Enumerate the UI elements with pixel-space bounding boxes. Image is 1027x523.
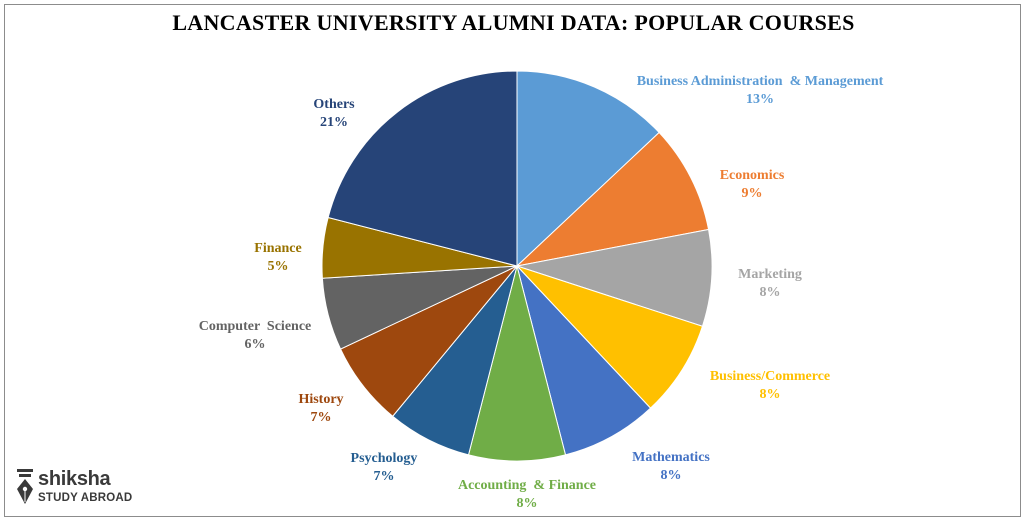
slice-value-label: 5% xyxy=(268,259,289,274)
slice-category-label: Others xyxy=(313,97,355,112)
pie-slice xyxy=(516,265,652,456)
slice-category-label: Accounting & Finance xyxy=(458,478,596,493)
slice-category-label: History xyxy=(298,392,343,407)
slice-value-label: 21% xyxy=(320,115,348,130)
pie-slice xyxy=(516,70,660,268)
slice-value-label: 8% xyxy=(760,285,781,300)
pie-slice xyxy=(515,131,710,267)
slice-category-label: Psychology xyxy=(351,451,418,466)
pie-slice xyxy=(327,70,518,267)
pie-slice xyxy=(516,228,713,327)
slice-value-label: 9% xyxy=(742,186,763,201)
slice-value-label: 13% xyxy=(746,92,774,107)
slice-value-label: 7% xyxy=(374,469,395,484)
pie-slice xyxy=(467,265,567,462)
pie-slice xyxy=(516,265,704,409)
slice-value-label: 8% xyxy=(760,387,781,402)
slice-category-label: Marketing xyxy=(738,267,802,282)
slice-category-label: Business/Commerce xyxy=(710,369,830,384)
slice-category-label: Economics xyxy=(720,168,785,183)
slice-category-label: Computer Science xyxy=(199,319,312,334)
pen-nib-icon xyxy=(17,469,33,504)
slice-category-label: Mathematics xyxy=(632,450,710,465)
chart-title: LANCASTER UNIVERSITY ALUMNI DATA: POPULA… xyxy=(172,10,855,35)
slice-value-label: 7% xyxy=(311,410,332,425)
slice-category-label: Business Administration & Management xyxy=(637,74,884,89)
slice-value-label: 6% xyxy=(245,337,266,352)
slice-category-label: Finance xyxy=(254,241,301,256)
logo-wordmark: shiksha xyxy=(38,468,111,490)
slice-value-label: 8% xyxy=(517,496,538,511)
slice-value-label: 8% xyxy=(661,468,682,483)
shiksha-logo: shiksha STUDY ABROAD xyxy=(14,468,144,514)
logo-tagline: STUDY ABROAD xyxy=(38,492,133,504)
